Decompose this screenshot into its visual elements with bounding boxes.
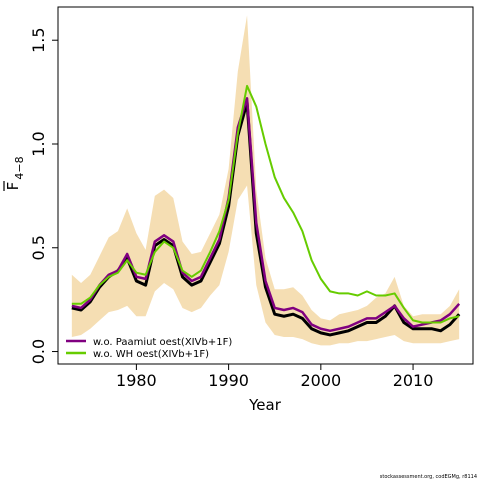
y-axis: 0.0 0.5 1.0 1.5: [29, 27, 58, 364]
x-tick-label: 2000: [300, 371, 341, 390]
y-axis-title: F 4−8: [3, 156, 26, 191]
y-tick-label: 1.5: [29, 27, 48, 52]
plot-frame: [57, 6, 474, 365]
y-tick-label: 0.5: [29, 235, 48, 260]
confidence-band-layer: [71, 15, 460, 346]
legend: w.o. Paamiut oest(XIVb+1F) w.o. WH oest(…: [66, 337, 232, 360]
x-tick-label: 1990: [208, 371, 249, 390]
x-tick-label: 1980: [116, 371, 157, 390]
y-axis-title-subscript: 4−8: [13, 156, 26, 179]
footer-credit: stockassessment.org, codEGMg, r8114: [380, 474, 477, 480]
series-line-wh: [71, 84, 460, 324]
y-tick-label: 0.0: [29, 339, 48, 364]
x-tick-label: 2010: [393, 371, 434, 390]
series-layer: [71, 84, 461, 337]
x-axis: 1980 1990 2000 2010: [116, 364, 433, 390]
y-axis-title-main: F: [4, 182, 22, 191]
confidence-band: [71, 15, 460, 346]
legend-label-wh: w.o. WH oest(XIVb+1F): [93, 349, 209, 360]
legend-label-paamiut: w.o. Paamiut oest(XIVb+1F): [93, 337, 232, 348]
series-line-paamiut: [71, 97, 461, 333]
y-tick-label: 1.0: [29, 131, 48, 156]
x-axis-title: Year: [248, 396, 282, 414]
